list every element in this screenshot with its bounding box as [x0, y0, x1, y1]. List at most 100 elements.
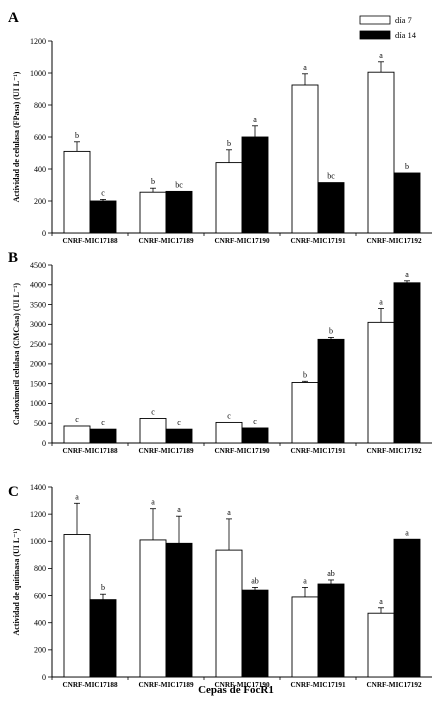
- bar: [165, 190, 193, 234]
- category-label: CNRF-MIC17190: [214, 237, 270, 245]
- bar: [291, 84, 319, 234]
- bar: [139, 191, 167, 234]
- y-tick-label: 0: [42, 229, 46, 238]
- significance-label: b: [151, 177, 155, 186]
- significance-label: c: [177, 418, 181, 427]
- category-label: CNRF-MIC17191: [290, 681, 346, 689]
- category-label: CNRF-MIC17191: [290, 447, 346, 455]
- y-tick-label: 600: [34, 591, 46, 600]
- y-tick-label: 2000: [30, 360, 46, 369]
- y-tick-label: 200: [34, 646, 46, 655]
- bar: [317, 583, 345, 678]
- y-tick-label: 500: [34, 419, 46, 428]
- significance-label: a: [303, 63, 307, 72]
- category-label: CNRF-MIC17188: [62, 237, 118, 245]
- panel-a-letter: A: [8, 10, 19, 26]
- legend-label-day14: día 14: [395, 30, 417, 40]
- y-tick-label: 3500: [30, 300, 46, 309]
- bar: [291, 382, 319, 444]
- bar: [241, 136, 269, 234]
- category-label: CNRF-MIC17188: [62, 681, 118, 689]
- significance-label: c: [151, 407, 155, 416]
- y-tick-label: 1000: [30, 537, 46, 546]
- bar: [139, 539, 167, 678]
- y-tick-label: 4500: [30, 261, 46, 270]
- category-label: CNRF-MIC17189: [138, 681, 194, 689]
- bar: [139, 418, 167, 444]
- legend-label-day7: día 7: [395, 15, 412, 25]
- y-tick-label: 1000: [30, 69, 46, 78]
- bar: [215, 162, 243, 234]
- bar: [215, 421, 243, 444]
- significance-label: b: [101, 583, 105, 592]
- bar: [393, 172, 421, 234]
- bar: [367, 321, 395, 444]
- bar: [63, 534, 91, 678]
- bar: [317, 338, 345, 444]
- bar: [291, 596, 319, 678]
- bar: [367, 71, 395, 234]
- bar: [241, 589, 269, 678]
- y-tick-label: 400: [34, 619, 46, 628]
- category-label: CNRF-MIC17189: [138, 237, 194, 245]
- category-label: CNRF-MIC17190: [214, 681, 270, 689]
- significance-label: a: [253, 115, 257, 124]
- significance-label: ab: [251, 576, 259, 585]
- significance-label: c: [253, 417, 257, 426]
- bar: [63, 150, 91, 234]
- significance-label: a: [405, 270, 409, 279]
- panel-c-chart: Actividad de quitinasa (UI L⁻¹) 0 200 400 6…: [12, 483, 432, 689]
- y-tick-label: 200: [34, 197, 46, 206]
- category-label: CNRF-MIC17189: [138, 447, 194, 455]
- panel-c-letter: C: [8, 484, 19, 500]
- y-tick-label: 1200: [30, 510, 46, 519]
- y-tick-label: 3000: [30, 320, 46, 329]
- significance-label: b: [227, 139, 231, 148]
- significance-label: a: [405, 528, 409, 537]
- bar: [89, 599, 117, 678]
- significance-label: a: [151, 498, 155, 507]
- bar: [393, 538, 421, 678]
- significance-label: b: [329, 326, 333, 335]
- y-tick-label: 4000: [30, 281, 46, 290]
- panel-b-y-axis-label: Carboximetil celulasa (CMCasa) (UI L⁻¹): [12, 283, 21, 425]
- category-label: CNRF-MIC17188: [62, 447, 118, 455]
- bar: [241, 427, 269, 444]
- panel-b-letter: B: [8, 250, 18, 266]
- y-tick-label: 400: [34, 165, 46, 174]
- bar: [165, 542, 193, 678]
- bar: [215, 549, 243, 678]
- y-tick-label: 1400: [30, 483, 46, 492]
- category-label: CNRF-MIC17192: [366, 681, 422, 689]
- bar: [393, 282, 421, 444]
- y-tick-label: 0: [42, 673, 46, 682]
- significance-label: a: [379, 51, 383, 60]
- y-tick-label: 600: [34, 133, 46, 142]
- significance-label: b: [303, 370, 307, 379]
- y-tick-label: 2500: [30, 340, 46, 349]
- bar: [89, 200, 117, 234]
- bar: [317, 182, 345, 234]
- bar: [165, 428, 193, 444]
- y-tick-label: 1200: [30, 37, 46, 46]
- significance-label: b: [75, 131, 79, 140]
- panel-c-y-axis-label: Actividad de quitinasa (UI L⁻¹): [12, 528, 21, 635]
- bar: [89, 428, 117, 444]
- significance-label: a: [379, 597, 383, 606]
- panel-b-chart: Carboximetil celulasa (CMCasa) (UI L⁻¹) …: [12, 261, 432, 455]
- panel-a-chart: Actividad de celulasa (FPasa) (UI L⁻¹) d…: [12, 15, 432, 245]
- category-label: CNRF-MIC17192: [366, 447, 422, 455]
- significance-label: c: [75, 415, 79, 424]
- category-label: CNRF-MIC17191: [290, 237, 346, 245]
- category-label: CNRF-MIC17190: [214, 447, 270, 455]
- category-label: CNRF-MIC17192: [366, 237, 422, 245]
- significance-label: a: [177, 505, 181, 514]
- legend-swatch-day14: [359, 30, 391, 40]
- significance-label: bc: [175, 180, 183, 189]
- significance-label: c: [101, 188, 105, 197]
- significance-label: bc: [327, 172, 335, 181]
- significance-label: ab: [327, 569, 335, 578]
- bar: [367, 612, 395, 678]
- panel-a-legend: día 7 día 14: [359, 15, 417, 40]
